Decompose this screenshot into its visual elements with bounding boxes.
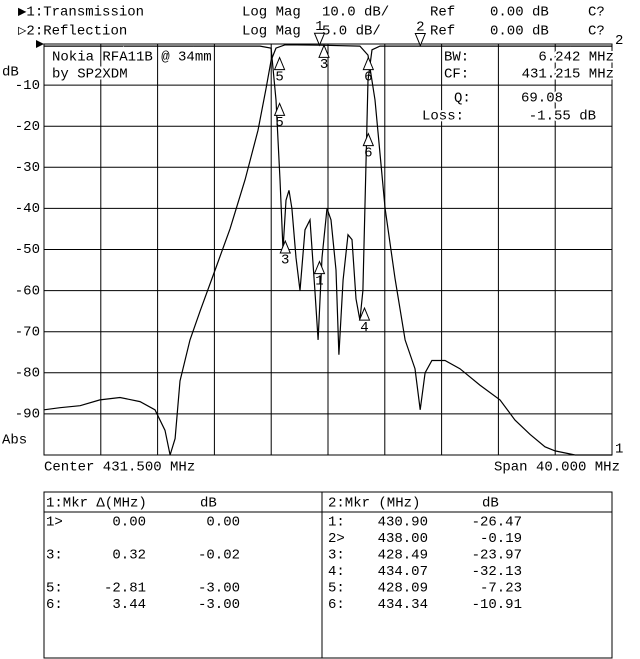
marker <box>318 44 330 58</box>
marker-db: -23.97 <box>472 548 522 564</box>
marker-freq: 428.09 <box>378 581 428 597</box>
marker <box>362 56 375 71</box>
marker-id: 6: <box>328 597 345 613</box>
readout-label: BW: <box>444 50 469 66</box>
header-ref: Ref <box>430 24 455 40</box>
marker-id: 3: <box>328 548 345 564</box>
marker-label: 6 <box>364 69 372 85</box>
header-cal: C? <box>588 5 605 21</box>
header-scale: 5.0 dB/ <box>322 24 381 40</box>
marker-label: 5 <box>275 69 283 85</box>
marker-db: -26.47 <box>472 515 522 531</box>
span-label: Span 40.000 MHz <box>494 460 620 476</box>
marker <box>313 260 326 275</box>
marker-id: 2> <box>328 531 345 547</box>
marker-freq: 434.07 <box>378 564 428 580</box>
trace-end-label: 1 <box>615 442 623 458</box>
marker-id: 1: <box>328 515 345 531</box>
y-unit: dB <box>2 65 19 81</box>
marker-label: 4 <box>360 320 368 336</box>
marker-label: 1 <box>315 19 323 35</box>
marker-id: 4: <box>328 564 345 580</box>
y-tick-label: -90 <box>15 407 40 423</box>
marker <box>362 132 375 147</box>
readout-value: 69.08 <box>521 91 563 107</box>
y-tick-label: -20 <box>15 119 40 135</box>
table-title: 2:Mkr (MHz) <box>328 496 420 512</box>
annotation: Nokia RFA11B @ 34mm <box>52 50 212 66</box>
marker-db: -3.00 <box>198 581 240 597</box>
format-label: Abs <box>2 433 27 449</box>
marker-label: 6 <box>364 145 372 161</box>
readout-label: Q: <box>454 91 471 107</box>
readout-label: Loss: <box>422 109 464 125</box>
readout-value: -1.55 dB <box>529 109 596 125</box>
marker-label: 5 <box>275 115 283 131</box>
marker <box>279 239 292 254</box>
marker-db: 0.00 <box>206 515 240 531</box>
marker <box>273 56 286 71</box>
marker-db: -7.23 <box>480 581 522 597</box>
header-name: ▶1:Transmission <box>18 5 144 21</box>
marker-table-frame <box>43 491 613 659</box>
header-ref-value: 0.00 dB <box>490 5 549 21</box>
marker-freq: 430.90 <box>378 515 428 531</box>
trace <box>43 44 612 456</box>
y-tick-label: -80 <box>15 366 40 382</box>
marker-freq: 428.49 <box>378 548 428 564</box>
table-unit: dB <box>200 496 217 512</box>
y-tick-label: -40 <box>15 201 40 217</box>
y-tick-label: -10 <box>15 78 40 94</box>
header-ref-value: 0.00 dB <box>490 24 549 40</box>
header-ref: Ref <box>430 5 455 21</box>
marker-label: 2 <box>416 19 424 35</box>
marker-id: 5: <box>46 581 63 597</box>
table-unit: dB <box>482 496 499 512</box>
marker <box>273 102 286 116</box>
marker-freq: 434.34 <box>378 597 428 613</box>
y-tick-label: -70 <box>15 324 40 340</box>
readout-value: 6.242 MHz <box>538 50 614 66</box>
marker-freq: 0.32 <box>112 548 146 564</box>
marker-db: -0.02 <box>198 548 240 564</box>
center-label: Center 431.500 MHz <box>44 460 195 476</box>
marker-id: 1> <box>46 515 63 531</box>
marker <box>313 32 326 47</box>
marker-label: 3 <box>320 57 328 73</box>
marker-id: 3: <box>46 548 63 564</box>
marker-label: 1 <box>315 273 323 289</box>
readout-value: 431.215 MHz <box>522 67 614 83</box>
header-cal: C? <box>588 24 605 40</box>
trace-end-label: 2 <box>615 33 623 49</box>
header-format: Log Mag <box>242 5 301 21</box>
marker-db: -0.19 <box>480 531 522 547</box>
y-tick-label: -60 <box>15 283 40 299</box>
marker-freq: -2.81 <box>104 581 146 597</box>
header-name: ▷2:Reflection <box>18 24 127 40</box>
readout-label: CF: <box>444 67 469 83</box>
marker-freq: 438.00 <box>378 531 428 547</box>
marker-id: 6: <box>46 597 63 613</box>
marker <box>414 33 427 47</box>
y-tick-label: -30 <box>15 160 40 176</box>
marker-label: 3 <box>281 253 289 269</box>
table-title: 1:Mkr Δ(MHz) <box>46 496 147 512</box>
annotation: by SP2XDM <box>52 67 128 83</box>
ref-position-arrow <box>36 40 44 48</box>
marker-id: 5: <box>328 581 345 597</box>
header-format: Log Mag <box>242 24 301 40</box>
marker-db: -32.13 <box>472 564 522 580</box>
header-scale: 10.0 dB/ <box>322 5 389 21</box>
marker <box>358 306 371 321</box>
marker-db: -10.91 <box>472 597 522 613</box>
marker-db: -3.00 <box>198 597 240 613</box>
marker-freq: 3.44 <box>112 597 146 613</box>
y-tick-label: -50 <box>15 242 40 258</box>
marker-freq: 0.00 <box>112 515 146 531</box>
